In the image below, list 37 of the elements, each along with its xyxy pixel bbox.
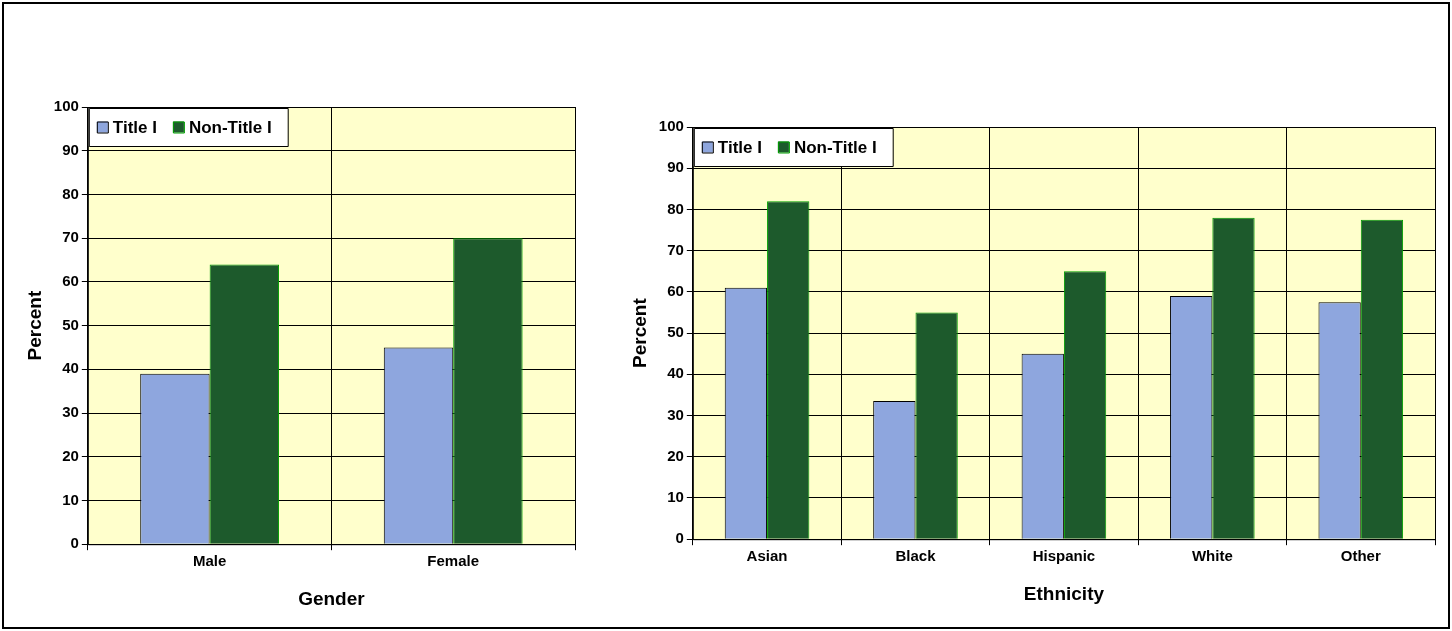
y-tick-label: 10 <box>667 488 684 506</box>
legend-label: Title I <box>112 117 157 137</box>
x-tick-label: White <box>1191 547 1233 565</box>
y-tick-label: 40 <box>62 359 79 377</box>
legend-label: Non-Title I <box>188 117 272 137</box>
y-axis-title: Percent <box>23 290 45 361</box>
y-tick-label: 10 <box>62 490 79 508</box>
x-tick-label: Female <box>427 552 480 570</box>
y-tick-label: 0 <box>675 529 684 547</box>
y-tick-label: 20 <box>667 446 684 464</box>
y-tick-label: 60 <box>667 282 684 300</box>
y-tick-label: 0 <box>70 534 79 552</box>
y-tick-label: 80 <box>667 199 684 217</box>
y-axis-title: Percent <box>628 297 650 368</box>
x-axis-title: Ethnicity <box>1023 582 1105 604</box>
x-tick-label: Other <box>1340 547 1381 565</box>
y-tick-label: 100 <box>53 97 79 115</box>
y-tick-label: 50 <box>667 323 684 341</box>
y-tick-label: 30 <box>667 405 684 423</box>
y-tick-label: 70 <box>62 228 79 246</box>
y-tick-label: 60 <box>62 272 79 290</box>
x-tick-label: Male <box>192 552 227 570</box>
y-tick-label: 70 <box>667 240 684 258</box>
y-tick-label: 90 <box>667 158 684 176</box>
y-tick-label: 20 <box>62 446 79 464</box>
x-tick-label: Black <box>895 547 937 565</box>
y-tick-label: 100 <box>658 117 684 135</box>
y-tick-label: 40 <box>667 364 684 382</box>
x-tick-label: Hispanic <box>1032 547 1096 565</box>
legend-label: Non-Title I <box>793 137 877 157</box>
y-tick-label: 80 <box>62 184 79 202</box>
y-tick-label: 50 <box>62 315 79 333</box>
legend-label: Title I <box>717 137 762 157</box>
x-tick-label: Asian <box>746 547 788 565</box>
y-tick-label: 30 <box>62 403 79 421</box>
x-axis-title: Gender <box>298 587 366 609</box>
y-tick-label: 90 <box>62 140 79 158</box>
